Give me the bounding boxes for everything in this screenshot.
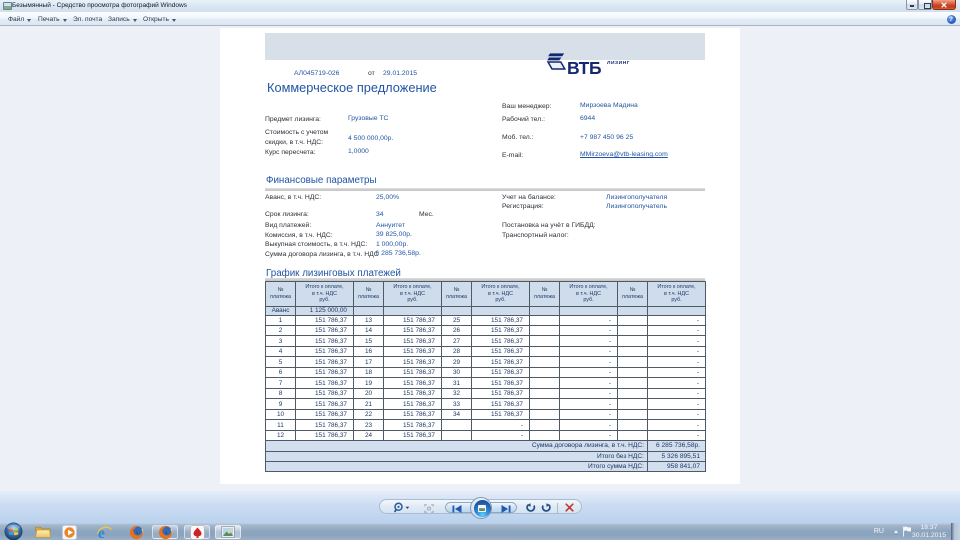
svg-text:ЛИЗИНГ: ЛИЗИНГ: [607, 60, 630, 66]
svg-text:e: e: [98, 525, 105, 540]
svg-text:ВТБ: ВТБ: [567, 58, 601, 78]
